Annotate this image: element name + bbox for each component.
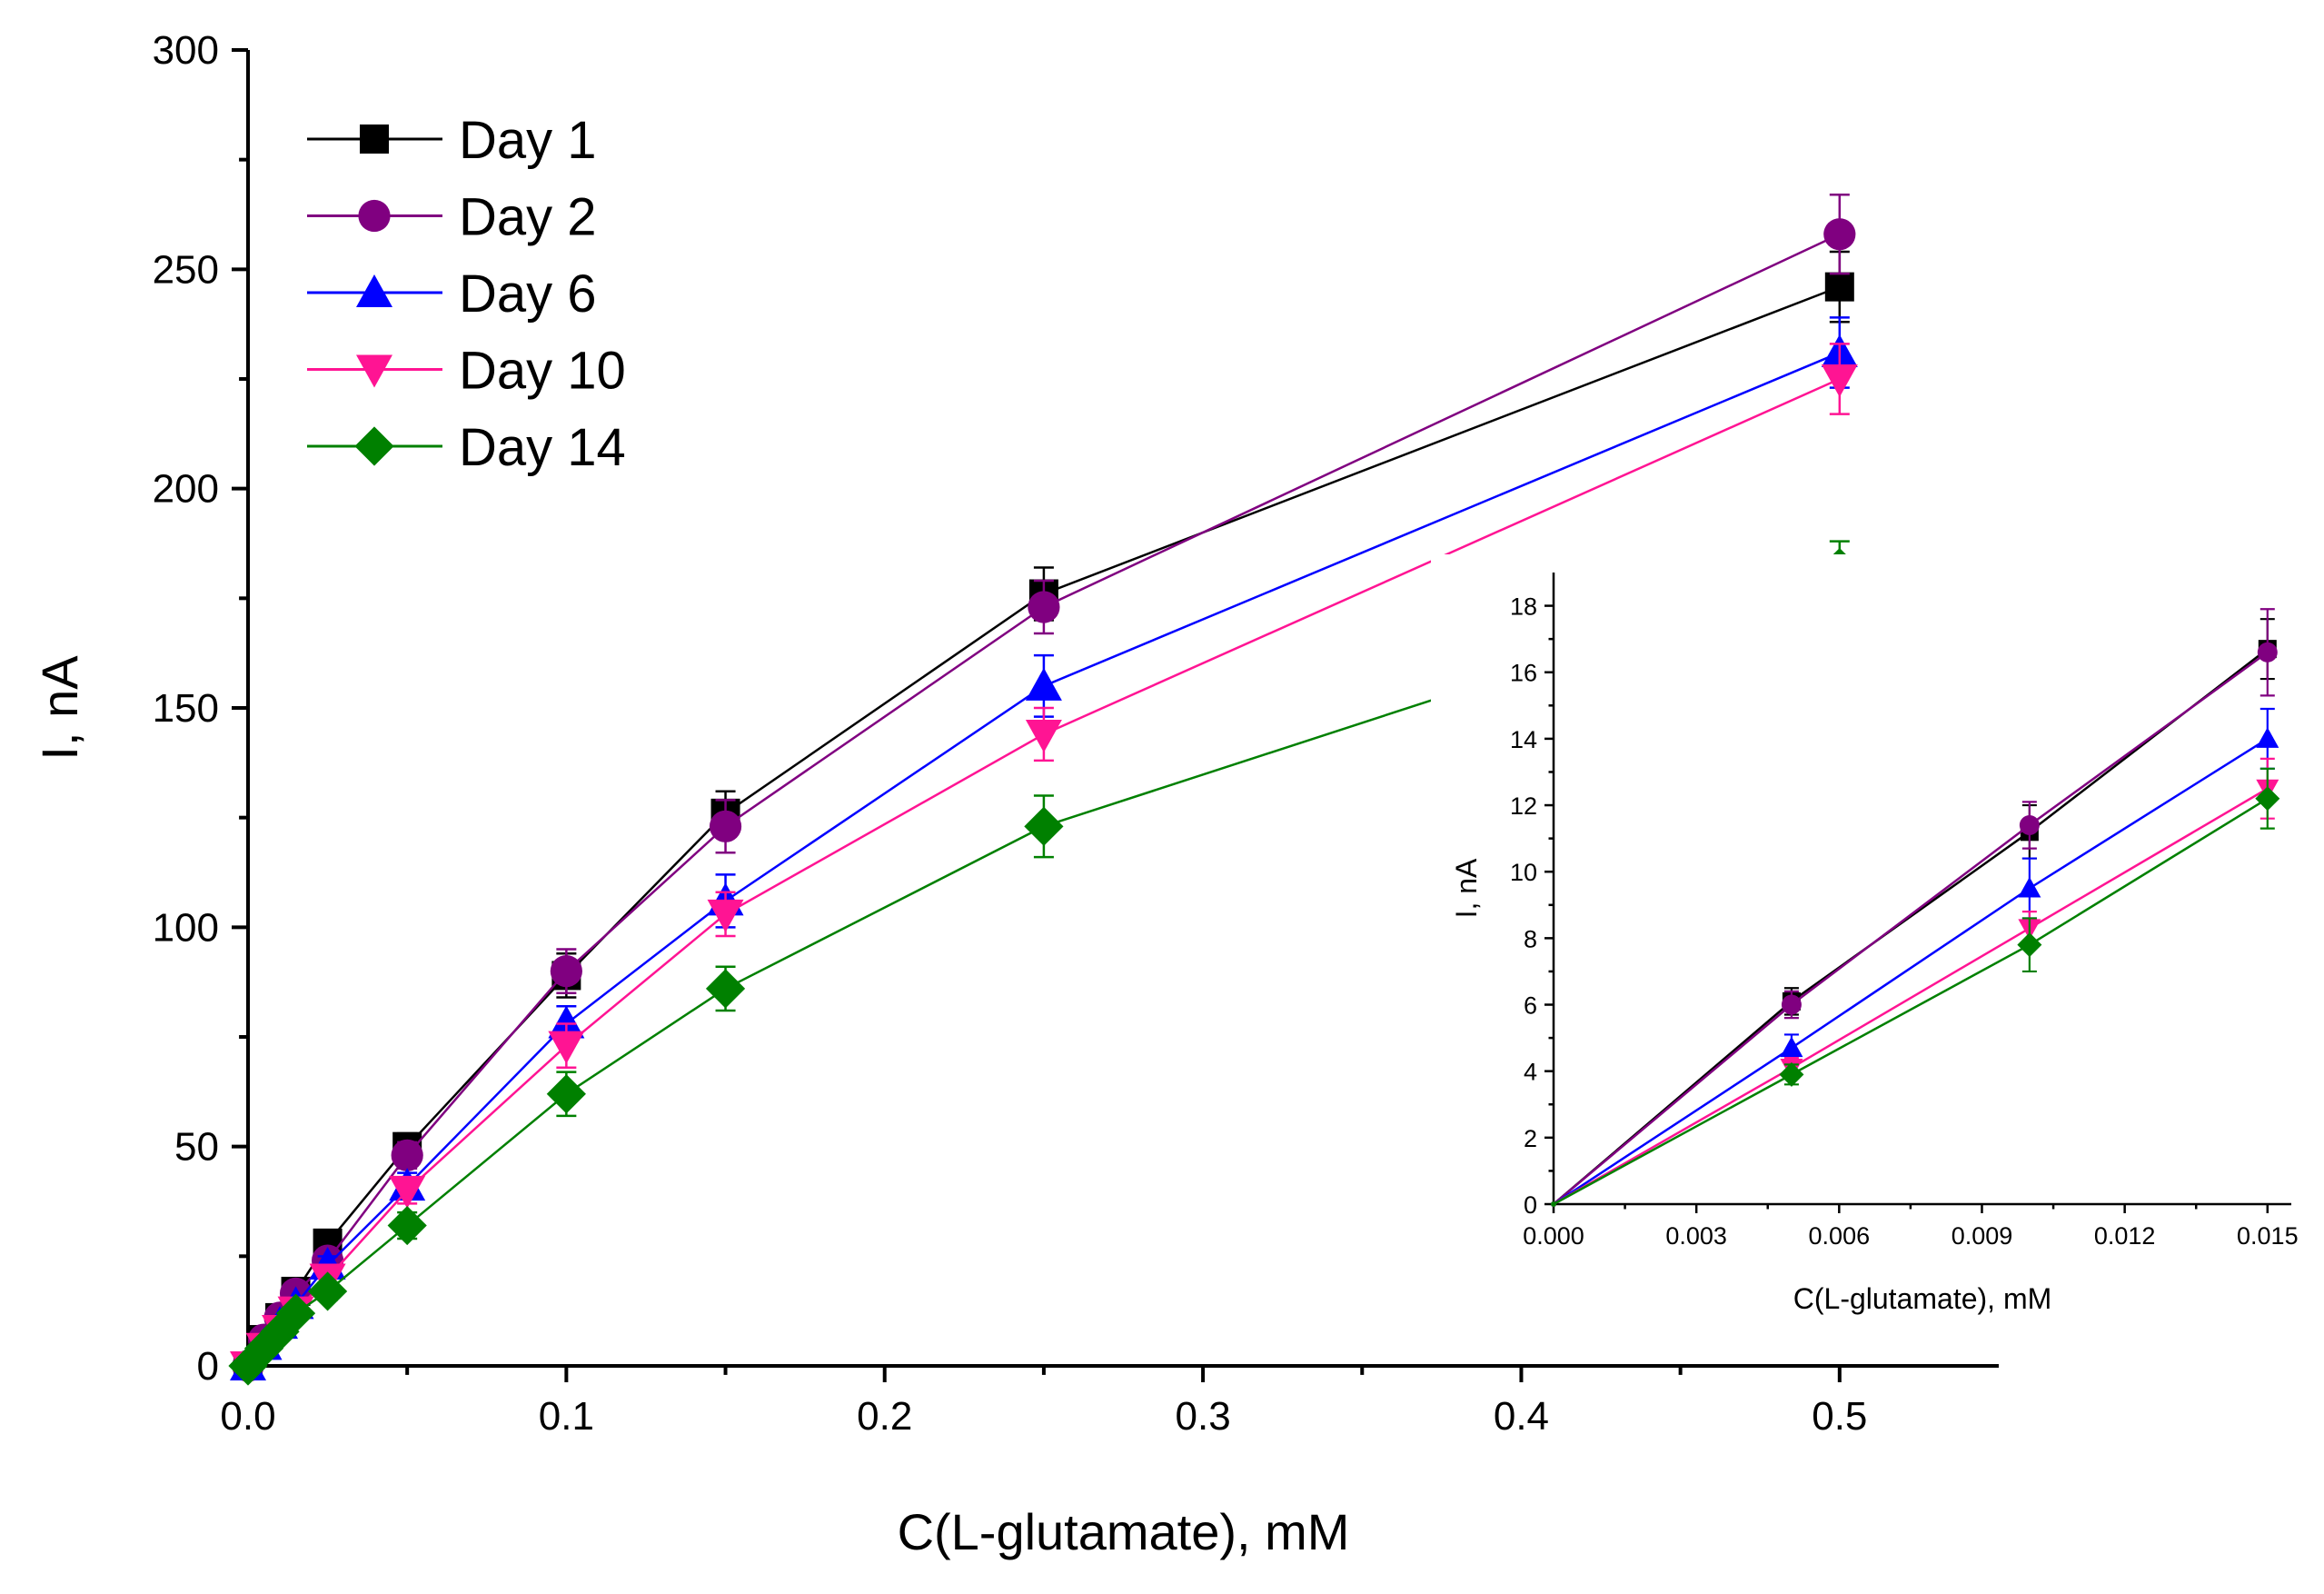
inset-y-tick-label: 10 bbox=[1510, 859, 1537, 886]
inset-x-tick-label: 0.009 bbox=[1952, 1222, 2013, 1250]
inset-y-tick-label: 18 bbox=[1510, 593, 1537, 621]
main-data-point bbox=[307, 1271, 348, 1311]
inset-data-point bbox=[2256, 727, 2279, 748]
legend-label: Day 10 bbox=[459, 342, 626, 401]
inset-plot: 0.000 0.003 0.006 0.009 0.012 0.015 0 2 4 6 8 10 12 1… bbox=[1450, 573, 2299, 1315]
legend: Day 1 Day 2 Day 6 Day 10 Day 14 bbox=[307, 111, 626, 477]
inset-x-tick-label: 0.000 bbox=[1523, 1222, 1584, 1250]
inset-data-point bbox=[1781, 994, 1802, 1015]
main-data-point bbox=[1025, 667, 1062, 701]
inset-data-point bbox=[2257, 642, 2278, 663]
inset-data-point bbox=[2017, 932, 2042, 958]
main-data-point bbox=[705, 969, 746, 1009]
main-y-tick-label: 100 bbox=[153, 905, 219, 950]
main-data-point bbox=[228, 1346, 268, 1386]
inset-y-tick-label: 0 bbox=[1524, 1191, 1537, 1219]
legend-item-day-14: Day 14 bbox=[307, 418, 626, 477]
main-data-point bbox=[243, 1329, 284, 1369]
inset-data-point bbox=[2018, 877, 2041, 898]
main-x-tick-label: 0.3 bbox=[1176, 1394, 1231, 1439]
inset-y-tick-label: 2 bbox=[1524, 1125, 1537, 1152]
main-x-tick-label: 0.2 bbox=[857, 1394, 912, 1439]
main-data-point bbox=[391, 1139, 423, 1171]
main-data-point bbox=[1823, 218, 1856, 251]
legend-label: Day 14 bbox=[459, 418, 626, 477]
legend-label: Day 1 bbox=[459, 111, 597, 170]
inset-data-point bbox=[2019, 815, 2040, 835]
main-data-point bbox=[389, 1175, 426, 1209]
inset-y-tick-label: 14 bbox=[1510, 726, 1537, 753]
inset-y-tick-label: 8 bbox=[1524, 925, 1537, 952]
inset-data-point bbox=[2255, 786, 2280, 812]
main-data-point bbox=[1028, 591, 1060, 623]
main-data-point bbox=[1821, 364, 1858, 397]
inset-x-tick-label: 0.015 bbox=[2237, 1222, 2299, 1250]
main-series-group bbox=[228, 194, 1860, 1386]
inset-series-day-14 bbox=[1551, 767, 2280, 1207]
main-data-point bbox=[707, 899, 744, 932]
main-data-point bbox=[709, 810, 742, 842]
inset-series-group bbox=[1551, 608, 2280, 1207]
main-data-point bbox=[546, 1074, 586, 1114]
inset-y-tick-label: 12 bbox=[1510, 792, 1537, 820]
main-x-tick-label: 0.4 bbox=[1494, 1394, 1549, 1439]
main-y-tick-label: 0 bbox=[197, 1344, 219, 1389]
main-x-axis-title: C(L-glutamate), mM bbox=[898, 1503, 1350, 1560]
main-data-point bbox=[275, 1293, 316, 1333]
inset-y-tick-label: 4 bbox=[1524, 1059, 1537, 1086]
legend-marker bbox=[354, 426, 394, 466]
inset-series-line-day-2 bbox=[1553, 651, 2269, 1205]
inset-y-tick-label: 16 bbox=[1510, 660, 1537, 687]
inset-background bbox=[1431, 554, 2303, 1345]
legend-item-day-10: Day 10 bbox=[307, 342, 626, 401]
inset-series-line-day-14 bbox=[1553, 797, 2269, 1206]
legend-marker bbox=[360, 125, 389, 154]
legend-marker bbox=[358, 199, 391, 233]
inset-x-tick-label: 0.012 bbox=[2094, 1222, 2156, 1250]
main-x-tick-label: 0.0 bbox=[220, 1394, 275, 1439]
inset-y-tick-label: 6 bbox=[1524, 992, 1537, 1020]
main-y-tick-label: 200 bbox=[153, 467, 219, 512]
inset-series-day-2 bbox=[1551, 608, 2278, 1207]
main-data-point bbox=[548, 1031, 585, 1064]
main-series-day-14 bbox=[228, 540, 1860, 1386]
inset-series-line-day-6 bbox=[1553, 737, 2269, 1206]
legend-item-day-1: Day 1 bbox=[307, 111, 597, 170]
inset-data-point bbox=[1551, 1201, 1556, 1207]
main-y-tick-label: 150 bbox=[153, 686, 219, 731]
main-data-point bbox=[550, 955, 582, 988]
inset-series-line-day-1 bbox=[1553, 648, 2269, 1205]
main-y-tick-label: 250 bbox=[153, 247, 219, 292]
main-data-point bbox=[387, 1205, 427, 1246]
inset-data-point bbox=[1779, 1061, 1804, 1087]
legend-item-day-2: Day 2 bbox=[307, 188, 597, 247]
main-y-tick-label: 50 bbox=[174, 1125, 219, 1170]
legend-item-day-6: Day 6 bbox=[307, 264, 597, 324]
legend-marker bbox=[356, 274, 392, 307]
legend-label: Day 6 bbox=[459, 264, 597, 324]
inset-y-axis-title: I, nA bbox=[1450, 858, 1483, 918]
inset-series-day-6 bbox=[1551, 707, 2279, 1207]
inset-x-tick-label: 0.006 bbox=[1809, 1222, 1871, 1250]
main-data-point bbox=[1025, 719, 1062, 752]
inset-series-line-day-10 bbox=[1553, 787, 2269, 1206]
main-y-axis-title: I, nA bbox=[31, 655, 88, 761]
main-y-tick-label: 300 bbox=[153, 28, 219, 73]
main-data-point bbox=[1824, 272, 1854, 302]
inset-x-tick-label: 0.003 bbox=[1665, 1222, 1727, 1250]
legend-marker bbox=[356, 354, 392, 388]
main-data-point bbox=[1024, 806, 1064, 846]
inset-data-point bbox=[1780, 1036, 1803, 1058]
inset-tick-group: 0.000 0.003 0.006 0.009 0.012 0.015 0 2 4 6 8 10 12 1… bbox=[1510, 593, 2299, 1250]
inset-x-axis-title: C(L-glutamate), mM bbox=[1793, 1282, 2052, 1315]
legend-label: Day 2 bbox=[459, 188, 597, 247]
main-x-tick-label: 0.1 bbox=[539, 1394, 594, 1439]
main-x-tick-label: 0.5 bbox=[1812, 1394, 1867, 1439]
main-data-point bbox=[548, 1005, 585, 1039]
